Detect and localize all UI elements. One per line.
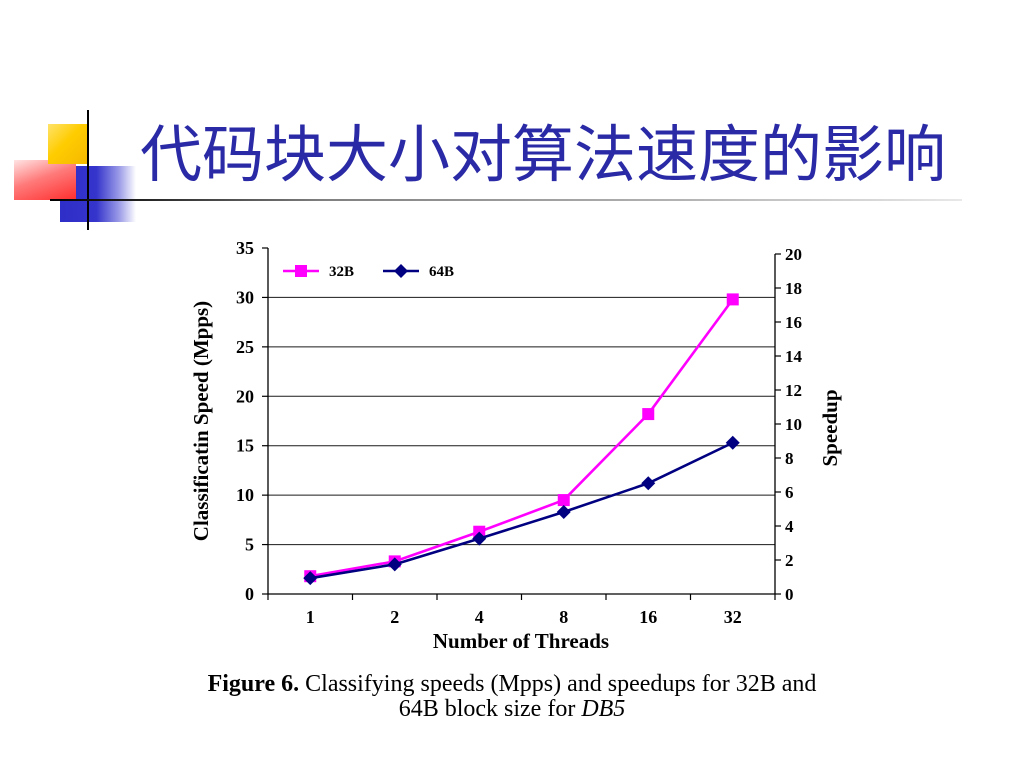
y-tick-label: 10 [236,485,254,505]
gridlines [268,296,775,546]
y-tick-label: 25 [236,337,254,357]
slide-title: 代码块大小对算法速度的影响 [140,118,947,191]
data-point-32b [557,494,570,507]
y-tick-label: 0 [245,584,254,604]
data-point-64b [303,571,318,586]
y2-axis-title: Speedup [818,389,842,466]
plot-series [303,293,740,586]
legend-label-64b: 64B [429,264,454,280]
caption-line-2: 64B block size for DB5 [112,697,912,722]
caption-dataset-name: DB5 [581,696,626,722]
y2-tick-label: 0 [785,585,794,604]
legend: 32B 64B [283,264,454,280]
data-point-64b [556,504,571,519]
series-line-64b [310,441,734,580]
y2-tick-label: 6 [785,483,794,502]
x-tick-label: 1 [306,607,315,627]
data-point-64b [472,531,487,546]
y2-tick-label: 14 [785,347,803,366]
title-decoration-vertical-line [87,110,89,230]
x-tick-label: 8 [559,607,568,627]
caption-label: Figure 6. [207,671,300,697]
y-tick-label: 35 [236,238,254,258]
data-point-32b [642,408,655,421]
y2-tick-label: 4 [785,517,794,536]
y2-tick-label: 10 [785,415,802,434]
data-point-64b [725,435,740,450]
data-point-64b [387,557,402,572]
y-tick-label: 30 [236,287,254,307]
y-tick-label: 15 [236,436,254,456]
title-decoration-yellow-square [48,124,88,164]
legend-marker-64b [394,264,408,278]
y2-tick-label: 2 [785,551,794,570]
y-tick-label: 20 [236,386,254,406]
data-point-32b [726,293,739,306]
caption-line2-text: 64B block size for [398,696,576,722]
caption-line-1: Figure 6. Classifying speeds (Mpps) and … [112,672,912,697]
y2-tick-label: 20 [785,245,802,264]
x-axis-title: Number of Threads [433,629,609,653]
chart-background [180,225,850,660]
title-decoration-red-square [14,160,76,200]
x-tick-label: 16 [639,607,657,627]
data-point-64b [641,476,656,491]
title-underline [50,199,962,201]
x-tick-label: 4 [475,607,484,627]
y-tick-label: 5 [245,535,254,555]
y2-tick-label: 12 [785,381,802,400]
y2-tick-label: 8 [785,449,794,468]
y-axis-title: Classificatin Speed (Mpps) [189,301,213,541]
figure-caption: Figure 6. Classifying speeds (Mpps) and … [112,672,912,722]
y2-tick-label: 18 [785,279,802,298]
caption-line1-text: Classifying speeds (Mpps) and speedups f… [305,671,817,697]
legend-marker-32b [295,265,307,277]
y2-tick-label: 16 [785,313,802,332]
legend-label-32b: 32B [329,264,354,280]
series-line-32b [310,298,734,578]
x-tick-label: 32 [724,607,742,627]
x-tick-label: 2 [390,607,399,627]
